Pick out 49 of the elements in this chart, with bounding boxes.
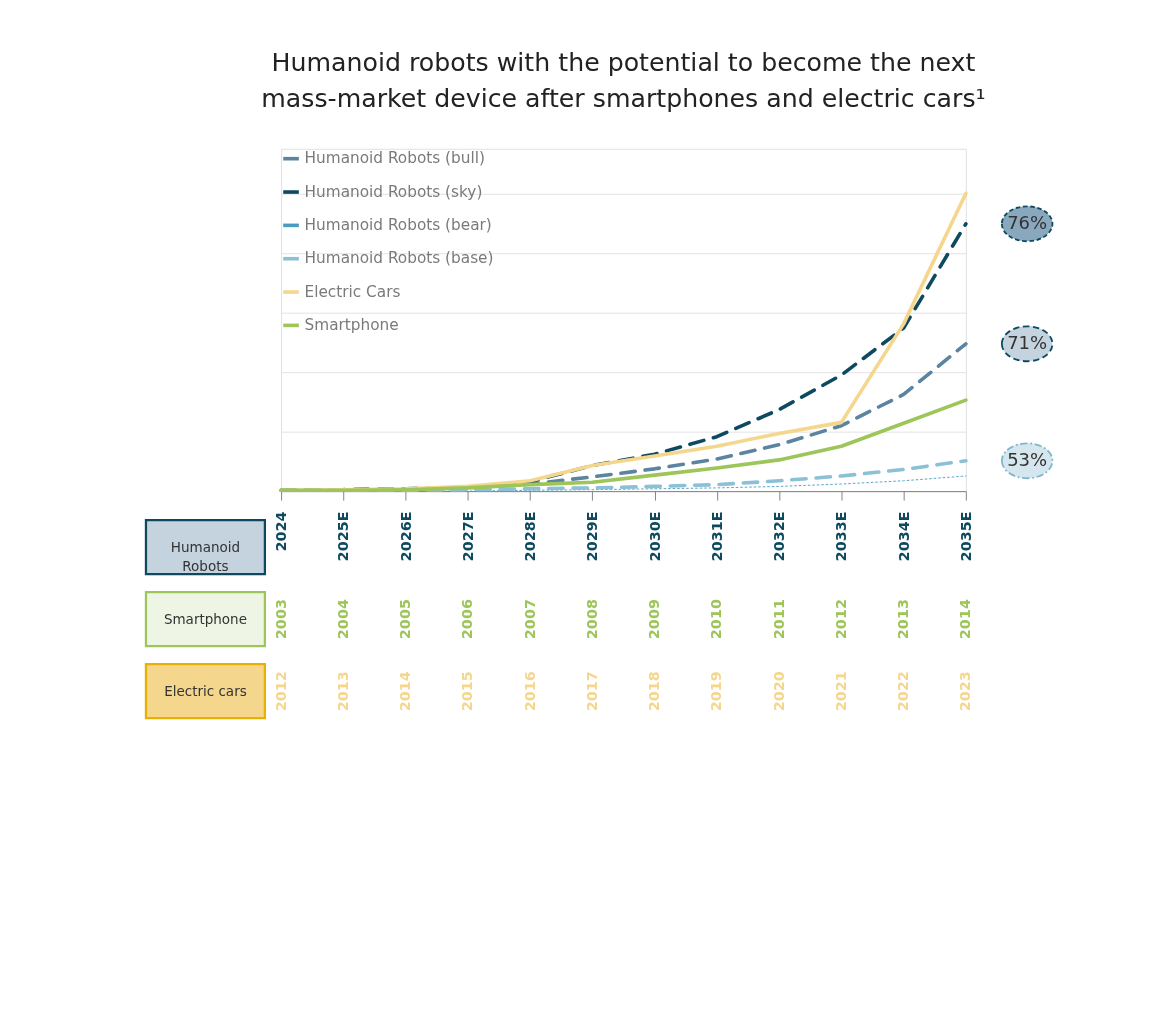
text: 2008: [583, 599, 600, 640]
x-tick-label: 2024: [273, 511, 290, 552]
text: 2004: [334, 599, 351, 640]
text: 2013: [895, 599, 912, 640]
legend-label: Humanoid Robots (sky): [304, 182, 483, 201]
x-tick-label: 2025E: [335, 511, 352, 562]
legend-label: Humanoid Robots (bull): [304, 149, 485, 168]
text: 2007: [521, 599, 538, 640]
legend-label: Smartphone: [304, 315, 399, 334]
text: 2017: [583, 671, 600, 712]
annotation: 76%: [1007, 212, 1048, 234]
text: 2012: [832, 599, 849, 640]
chart-title: Humanoid robots with the potential to become the next mass-market device after smartphones and electric cars¹: [261, 48, 986, 114]
text: 2019: [708, 671, 725, 712]
x-tick-label: 2033E: [833, 511, 850, 562]
legend-label: Humanoid Robots (bear): [304, 215, 492, 234]
text: 2013: [334, 671, 351, 712]
x-tick-label: 2034E: [895, 511, 912, 562]
x-tick-label: 2029E: [584, 511, 601, 562]
text: Electric cars: [164, 682, 247, 699]
text: 2015: [459, 671, 476, 712]
annotation: 71%: [1007, 332, 1048, 354]
text: 2020: [770, 671, 787, 712]
text: 2016: [521, 671, 538, 712]
x-tick-label: 2031E: [708, 511, 725, 562]
x-tick-label: 2027E: [459, 511, 476, 562]
text: 2010: [708, 599, 725, 640]
legend-label: Electric Cars: [304, 282, 401, 301]
text: 2022: [895, 671, 912, 712]
text: 2018: [646, 671, 663, 712]
text: 2021: [832, 671, 849, 712]
text: 2011: [770, 599, 787, 640]
x-tick-label: 2032E: [771, 511, 788, 562]
x-tick-label: 2030E: [646, 511, 663, 562]
text: 2003: [272, 599, 289, 640]
annotation: 53%: [1007, 449, 1048, 471]
text: Humanoid Robots: [170, 538, 241, 575]
text: 2023: [957, 671, 974, 712]
text: 2012: [272, 671, 289, 712]
text: 2009: [646, 599, 663, 640]
x-tick-label: 2026E: [397, 511, 414, 562]
legend-label: Humanoid Robots (base): [304, 249, 494, 268]
text: Smartphone: [163, 610, 247, 627]
text: 2014: [957, 599, 974, 640]
x-tick-label: 2028E: [522, 511, 539, 562]
text: 2005: [397, 599, 414, 640]
text: 2014: [397, 671, 414, 712]
x-tick-label: 2035E: [957, 511, 974, 562]
text: 2006: [459, 599, 476, 640]
